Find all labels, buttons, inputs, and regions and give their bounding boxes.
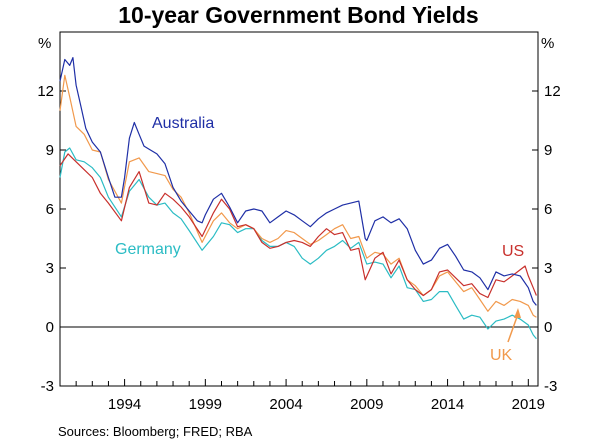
x-tick-label: 1999 <box>189 396 222 413</box>
series-line-us <box>59 153 537 299</box>
y-axis-unit-right: % <box>541 35 554 52</box>
y-tick-label-left: 3 <box>46 260 54 277</box>
series-label-australia: Australia <box>152 115 214 132</box>
y-tick-label-left: 0 <box>46 319 54 336</box>
series-label-us: US <box>502 243 524 260</box>
y-tick-label-right: -3 <box>544 378 557 395</box>
y-tick-label-right: 12 <box>544 83 561 100</box>
plot-frame <box>59 31 539 387</box>
series-lines <box>59 56 537 340</box>
y-tick-label-right: 3 <box>544 260 552 277</box>
x-tick-label: 2004 <box>269 396 302 413</box>
x-tick-label: 1994 <box>108 396 141 413</box>
x-ticks: 1994 1999 2004 2009 2014 2019 <box>59 379 545 413</box>
series-line-uk <box>59 74 537 318</box>
uk-arrow <box>507 308 521 343</box>
y-axis-unit-left: % <box>38 35 51 52</box>
series-line-australia <box>59 56 537 306</box>
x-tick-label: 2009 <box>350 396 383 413</box>
source-note: Sources: Bloomberg; FRED; RBA <box>58 424 253 439</box>
y-ticks-right: -3 0 3 6 9 12 <box>532 83 561 395</box>
y-tick-label-left: 6 <box>46 201 54 218</box>
series-label-uk: UK <box>490 347 513 364</box>
y-tick-label-left: 12 <box>37 83 54 100</box>
y-tick-label-left: -3 <box>41 378 54 395</box>
x-tick-label: 2019 <box>512 396 545 413</box>
chart-title: 10-year Government Bond Yields <box>118 2 479 28</box>
y-tick-label-right: 9 <box>544 142 552 159</box>
y-tick-label-left: 9 <box>46 142 54 159</box>
series-label-germany: Germany <box>115 241 181 258</box>
y-tick-label-right: 6 <box>544 201 552 218</box>
series-line-germany <box>59 147 537 340</box>
x-tick-label: 2014 <box>431 396 464 413</box>
y-tick-label-right: 0 <box>544 319 552 336</box>
y-ticks-left: -3 0 3 6 9 12 <box>37 83 66 395</box>
